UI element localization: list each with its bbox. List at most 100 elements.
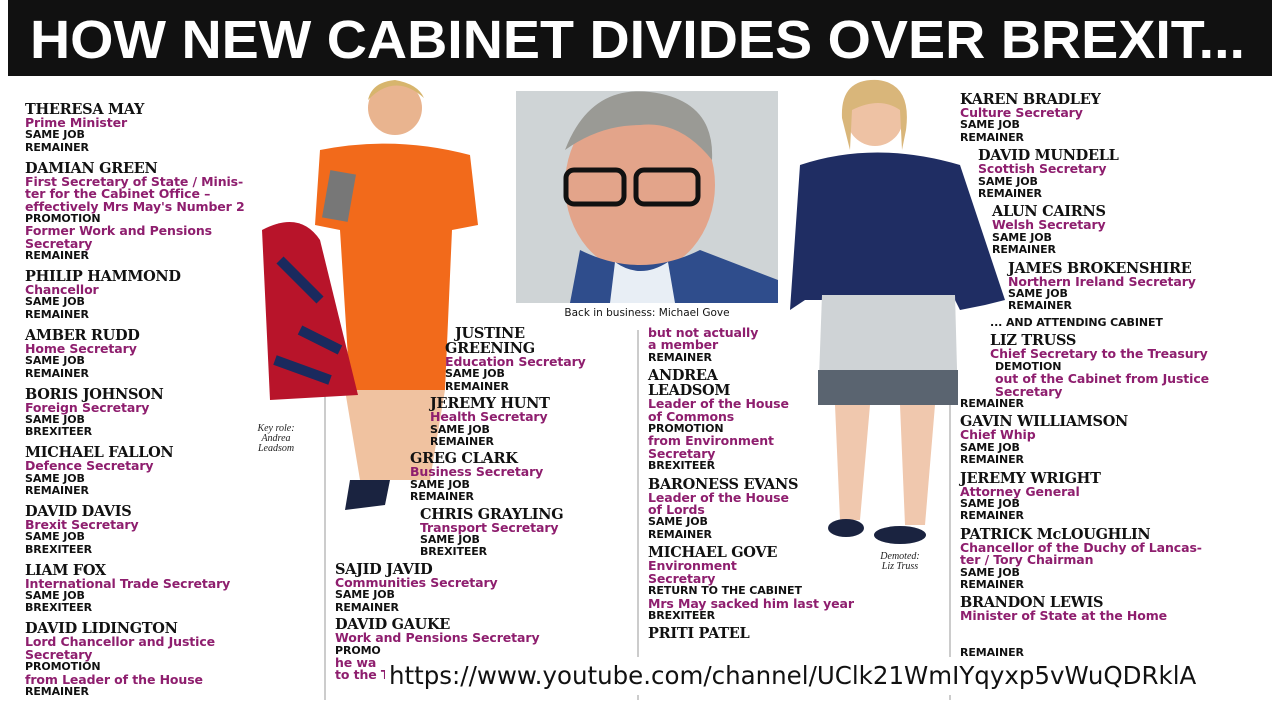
status: BREXITEER [648,459,716,473]
status: REMAINER [430,435,494,449]
entry: BORIS JOHNSON Foreign Secretary SAME JOB BR… [25,387,245,439]
minister-name: LIZ TRUSS [990,332,1077,350]
title-banner [8,0,1272,76]
gove-photo: Back in business: Michael Gove [516,91,778,319]
role: Mrs May sacked him last year [648,595,854,611]
entry: DAVID LIDINGTON Lord Chancellor and Justi… [25,621,245,698]
column: JUSTINE GREENING Education Secretary SAME J… [335,326,586,685]
minister-name: LIAM FOX [25,561,106,579]
status: REMAINER [960,453,1024,467]
role: Secretary [25,646,93,662]
status: REMAINER [960,645,1024,659]
status: PROMOTION [25,211,101,225]
status: REMAINER [648,527,712,541]
role: Former Work and Pensions [25,223,212,239]
status: REMAINER [648,350,712,364]
entry: AMBER RUDD Home Secretary SAME JOB REMAINER [25,328,245,380]
status: SAME JOB [445,367,505,381]
role: of Lords [648,502,705,518]
url-overlay: https://www.youtube.com/channel/UClk21Wm… [385,657,1274,695]
role: Business Secretary [410,464,544,480]
status: PROMOTION [648,422,724,436]
photo-caption: Demoted: Liz Truss [860,552,940,572]
status: SAME JOB [960,118,1020,132]
status: REMAINER [25,140,89,154]
entry: CHRIS GRAYLING Transport Secretary SAME JO… [420,507,586,559]
entry: GAVIN WILLIAMSON Chief Whip SAME JOB REMAIN… [960,414,1209,466]
entry: JEREMY HUNT Health Secretary SAME JOB REMAI… [430,396,586,448]
caption-line: Leadsom [257,443,295,454]
role: Scottish Secretary [978,161,1107,177]
role: Welsh Secretary [992,217,1106,233]
status: SAME JOB [25,412,85,426]
role: Defence Secretary [25,458,154,474]
minister-name: SAJID JAVID [335,560,433,578]
minister-name: BORIS JOHNSON [25,385,164,403]
entry: but not actually a member REMAINER [648,326,854,364]
entry: PATRICK McLOUGHLIN Chancellor of the Duch… [960,527,1209,592]
role: Health Secretary [430,409,548,425]
leadsom-photo [262,80,478,510]
caption-line: Demoted: [880,551,920,562]
minister-name: ANDREA [648,367,718,385]
role: Environment [648,558,737,574]
role: Minister of State at the Home [960,608,1168,624]
minister-name: CHRIS GRAYLING [420,505,564,523]
status: ... AND ATTENDING CABINET [990,315,1163,329]
status: SAME JOB [960,496,1020,510]
status: SAME JOB [430,422,490,436]
status: SAME JOB [25,295,85,309]
status: BREXITEER [648,608,716,622]
status: BREXITEER [420,545,488,559]
minister-name: MICHAEL GOVE [648,544,778,562]
minister-name: DAVID LIDINGTON [25,620,178,638]
title: HOW NEW CABINET DIVIDES OVER BREXIT... [30,10,1245,70]
minister-name: ALUN CAIRNS [992,203,1106,221]
role: from Leader of the House [25,671,203,687]
entry: MICHAEL FALLON Defence Secretary SAME JOB R… [25,445,245,497]
entry: JEREMY WRIGHT Attorney General SAME JOB REM… [960,471,1209,523]
entry: JUSTINE [455,326,586,341]
photo-caption: Key role: Andrea Leadsom [236,424,316,454]
status: REMAINER [410,490,474,504]
role: Leader of the House [648,396,789,412]
role: Education Secretary [445,354,586,369]
role: Communities Secretary [335,574,498,590]
minister-name: THERESA MAY [25,101,145,118]
entry: LIAM FOX International Trade Secretary SAM… [25,563,245,615]
role: Northern Ireland Secretary [1008,273,1196,289]
entry: LIZ TRUSS Chief Secretary to the Treasury… [960,332,1209,410]
status: PROMO [335,643,381,657]
role: Chancellor [25,282,99,298]
status: REMAINER [960,577,1024,591]
status: SAME JOB [25,354,85,368]
status: REMAINER [25,249,89,263]
column: THERESA MAY Prime Minister SAME JOB REMAINE… [25,102,245,705]
status: REMAINER [25,685,89,698]
status: REMAINER [960,130,1024,144]
entry: DAVID DAVIS Brexit Secretary SAME JOB BREXI… [25,504,245,556]
status: REMAINER [960,509,1024,523]
minister-name: GREG CLARK [410,450,518,468]
role: ter / Tory Chairman [960,552,1094,568]
minister-name: JEREMY HUNT [430,395,550,413]
minister-name: JEREMY WRIGHT [960,469,1101,487]
role: Leader of the House [648,489,789,505]
minister-name: LEADSOM [648,382,731,400]
caption-line: Key role: [257,423,295,434]
entry: JAMES BROKENSHIRE Northern Ireland Secret… [1008,261,1209,313]
truss-photo [790,79,1005,544]
role: Chief Whip [960,427,1036,443]
role: International Trade Secretary [25,575,231,591]
column: KAREN BRADLEY Culture Secretary SAME JOB RE… [960,92,1209,663]
minister-name: JAMES BROKENSHIRE [1008,259,1192,277]
minister-name: DAMIAN GREEN [25,159,158,177]
minister-name: GREENING [445,340,535,357]
minister-name: KAREN BRADLEY [960,91,1101,108]
role: effectively Mrs May's Number 2 [25,198,245,214]
role: Attorney General [960,483,1080,499]
entry: DAVID MUNDELL Scottish Secretary SAME JOB R… [978,148,1209,200]
entry: ANDREA [648,368,854,383]
role: Foreign Secretary [25,399,150,415]
status: SAME JOB [420,533,480,547]
